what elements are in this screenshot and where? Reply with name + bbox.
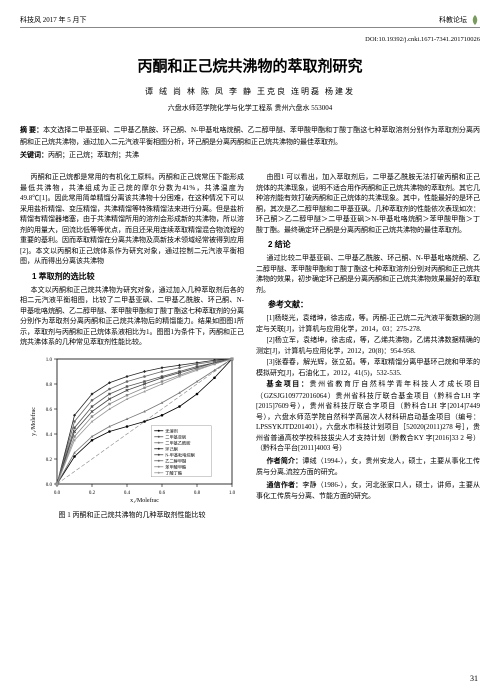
- abstract-label: 摘 要：: [20, 127, 43, 134]
- svg-text:x₁/Molefrac: x₁/Molefrac: [130, 497, 159, 504]
- author-bio-label: 作者简介：: [267, 458, 303, 465]
- svg-text:丁酸丁酯: 丁酸丁酯: [165, 469, 182, 476]
- svg-text:0.4: 0.4: [46, 433, 53, 438]
- svg-text:1.0: 1.0: [229, 491, 236, 496]
- reference-item: [2]杨立军，袁绪坤，徐志成，等，乙烯共沸物，乙烯共沸数据精确的测定[J]，计算…: [256, 335, 480, 356]
- affiliation-line: 六盘水师范学院化学与化学工程系 贵州六盘水 553004: [20, 103, 480, 113]
- left-p2: 本文以丙酮和正己烷共沸物为研究对象，通过加入几种萃取剂后各的相二元汽液平衡相图，…: [20, 285, 244, 348]
- svg-text:二甲基亚砜: 二甲基亚砜: [165, 433, 187, 440]
- svg-text:乙二醇甲醚: 乙二醇甲醚: [165, 457, 187, 464]
- right-column: 由图1 可以看出，加入萃取剂后，二甲基乙酰胺无法打破丙酮和正己烷体的共沸现象，说…: [256, 172, 480, 527]
- corresponding-block: 通信作者：李静（1986-），女，河北张家口人，硕士，讲师，主要从事化工传质与分…: [256, 480, 480, 502]
- svg-text:0.6: 0.6: [159, 491, 166, 496]
- article-title: 丙酮和正己烷共沸物的萃取剂研究: [20, 55, 480, 76]
- section-2-title: 2 结论: [256, 239, 480, 251]
- svg-text:0.0: 0.0: [54, 491, 61, 496]
- author-bio-block: 作者简介：谭绒（1994-），女，贵州安龙人，硕士，主要从事化工传质与分离,流控…: [256, 456, 480, 478]
- svg-text:0.0: 0.0: [46, 483, 53, 488]
- svg-text:无溶剂: 无溶剂: [165, 427, 178, 434]
- reference-item: [3]张春春，解光辉，张立茹。等，萃取精馏分离甲基环己烷和甲苯的模拟研究[J]，…: [256, 357, 480, 378]
- svg-text:0.8: 0.8: [194, 491, 201, 496]
- left-p1: 丙酮和正己烷都是常用的有机化工原料。丙酮和正己烷常压下能形成最低共沸物，共沸组成…: [20, 172, 244, 267]
- right-p2: 通过比较二甲基亚砜、二甲基乙酰胺、环己酮、N-甲基吡咯烷酮、乙二醇甲醚、苯甲酸甲…: [256, 253, 480, 295]
- doi-line: DOI:10.19392/j.cnki.1671-7341.201710026: [20, 36, 480, 43]
- abstract-block: 摘 要：本文选择二甲基亚砜、二甲基乙酰胺、环己酮、N-甲基吡咯烷酮、乙二醇甲醚、…: [20, 125, 480, 147]
- left-column: 丙酮和正己烷都是常用的有机化工原料。丙酮和正己烷常压下能形成最低共沸物，共沸组成…: [20, 172, 244, 527]
- svg-text:0.8: 0.8: [46, 383, 53, 388]
- reference-item: [1]杨晓光，袁绪坤，徐志成，等。丙酮-正己烷二元汽液平衡数据的测定与关联[J]…: [256, 313, 480, 334]
- leaf-icon: [470, 15, 480, 25]
- section-1-title: 1 萃取剂的选比较: [20, 271, 244, 283]
- right-p1: 由图1 可以看出，加入萃取剂后，二甲基乙酰胺无法打破丙酮和正己烷体的共沸现象，说…: [256, 172, 480, 235]
- keywords-text: 丙酮；正己烷；萃取剂；共沸: [48, 151, 139, 159]
- corresponding-label: 通信作者：: [267, 482, 303, 489]
- page-number: 31: [470, 674, 478, 683]
- chart-svg: 0.00.0 0.2 0.2 0.4 0.4 0.6 0.6 0.8 0.8 1.0 1.0 x₁/M…: [27, 354, 237, 504]
- abstract-text: 本文选择二甲基亚砜、二甲基乙酰胺、环己酮、N-甲基吡咯烷酮、乙二醇甲醚、苯甲酸甲…: [20, 126, 480, 146]
- fund-label: 基金项目：: [267, 381, 310, 388]
- fund-block: 基金项目：贵州省教育厅自然科学青年科技人才成长项目（GZSJG109772016…: [256, 379, 480, 454]
- keywords-block: 关键词：丙酮；正己烷；萃取剂；共沸: [20, 150, 480, 160]
- fund-text: 贵州省教育厅自然科学青年科技人才成长项目（GZSJG109772016064）贵…: [256, 380, 480, 452]
- header-left: 科技风 2017 年 5 月下: [20, 15, 87, 25]
- svg-text:N-甲基吡咯烷酮: N-甲基吡咯烷酮: [165, 451, 195, 458]
- header-category: 科教论坛: [439, 15, 467, 25]
- svg-text:0.2: 0.2: [46, 458, 53, 463]
- svg-text:苯甲酸甲酯: 苯甲酸甲酯: [165, 463, 186, 470]
- two-column-layout: 丙酮和正己烷都是常用的有机化工原料。丙酮和正己烷常压下能形成最低共沸物，共沸组成…: [20, 172, 480, 527]
- svg-text:y₁/Molefrac: y₁/Molefrac: [30, 406, 37, 435]
- authors-line: 谭 绒 尚 林 陈 凤 李 静 王克良 连明磊 杨建发: [20, 86, 480, 97]
- references-label: 参考文献：: [256, 299, 480, 311]
- header-right: 科教论坛: [439, 15, 480, 25]
- svg-text:0.2: 0.2: [89, 491, 96, 496]
- references-list: [1]杨晓光，袁绪坤，徐志成，等。丙酮-正己烷二元汽液平衡数据的测定与关联[J]…: [256, 313, 480, 378]
- svg-text:1.0: 1.0: [46, 358, 53, 363]
- svg-text:二甲基乙酰胺: 二甲基乙酰胺: [165, 439, 190, 446]
- svg-text:0.4: 0.4: [124, 491, 131, 496]
- svg-text:0.6: 0.6: [46, 408, 53, 413]
- figure-1-caption: 图 1 丙酮和正己烷共沸物的几种萃取剂性能比较: [20, 510, 244, 521]
- keywords-label: 关键词：: [20, 152, 48, 159]
- page-header: 科技风 2017 年 5 月下 科教论坛: [20, 15, 480, 28]
- figure-1: 0.00.0 0.2 0.2 0.4 0.4 0.6 0.6 0.8 0.8 1.0 1.0 x₁/M…: [20, 354, 244, 521]
